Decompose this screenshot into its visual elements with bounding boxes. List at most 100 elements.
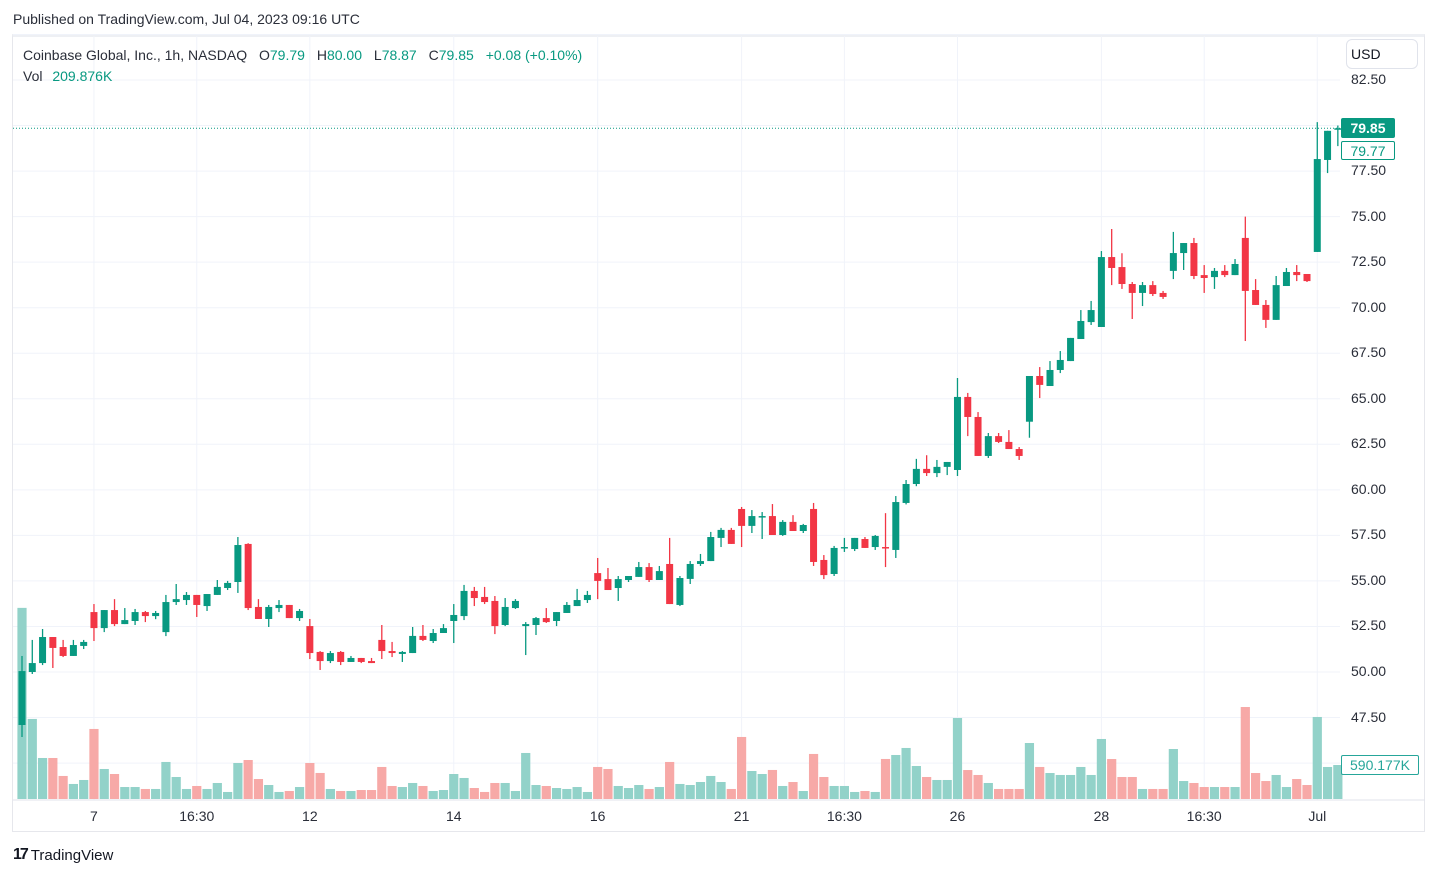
candle (748, 510, 756, 534)
candle (1180, 243, 1188, 270)
volume-bar (58, 775, 68, 799)
candle (69, 639, 77, 656)
volume-label[interactable]: Vol (23, 68, 43, 84)
candle (439, 624, 447, 634)
candle (1231, 259, 1239, 276)
candle-body (141, 612, 149, 617)
volume-bar (726, 788, 736, 799)
candle-body (655, 571, 663, 581)
candle-body (1025, 375, 1033, 422)
price-tick-label: 62.50 (1351, 435, 1387, 452)
volume-bar (500, 782, 510, 799)
time-tick-label: 21 (733, 808, 750, 824)
candle (121, 608, 129, 625)
volume-bar (438, 790, 449, 799)
volume-bar (48, 757, 58, 799)
tradingview-logo[interactable]: 17 TradingView (13, 846, 113, 864)
volume-bar (161, 761, 171, 799)
candle-body (573, 600, 581, 607)
candle-body (1282, 271, 1290, 287)
candle-body (1139, 285, 1147, 293)
candle-body (111, 610, 119, 625)
candle (285, 604, 293, 619)
volume-bar (551, 787, 562, 799)
volume-bar (767, 769, 778, 799)
volume-bar (1127, 776, 1137, 799)
price-tick-label: 67.50 (1351, 344, 1387, 361)
candle-body (1262, 304, 1270, 320)
price-tick-label: 70.00 (1351, 298, 1387, 315)
volume-bar (716, 782, 726, 799)
volume-bar (315, 772, 325, 799)
candle (1169, 231, 1177, 280)
candle-body (1221, 270, 1229, 276)
volume-bar (1055, 774, 1065, 799)
volume-bar (654, 787, 664, 799)
volume-bar (634, 785, 644, 799)
symbol-title[interactable]: Coinbase Global, Inc., 1h, NASDAQ (23, 47, 248, 63)
candle-body (974, 416, 982, 456)
candle-body (378, 639, 386, 652)
volume-bar (778, 785, 788, 799)
volume-bar (151, 788, 161, 799)
candle (573, 588, 581, 607)
candle (460, 584, 468, 621)
candle (625, 575, 633, 583)
time-tick-label: Jul (1308, 808, 1327, 824)
candle-body (810, 508, 818, 562)
close-label: C (428, 47, 439, 63)
volume-bar (983, 782, 993, 799)
price-tick-label: 60.00 (1351, 480, 1387, 497)
candle-body (923, 468, 931, 474)
currency-button[interactable]: USD (1346, 39, 1418, 69)
candle-body (59, 647, 67, 656)
candle (594, 557, 602, 600)
candle (1077, 310, 1085, 340)
volume-bar (1271, 774, 1281, 799)
candle (491, 596, 499, 635)
candle-body (1334, 128, 1342, 130)
candle-body (39, 637, 47, 664)
candle (861, 537, 869, 548)
candle-body (542, 618, 550, 623)
candle (1324, 130, 1332, 174)
candle-body (409, 635, 417, 654)
candle-body (676, 577, 684, 605)
candle-body (203, 594, 211, 607)
candle (131, 608, 139, 625)
candle (275, 600, 283, 613)
candle-body (553, 612, 561, 621)
volume-bar (1179, 781, 1189, 799)
candle (388, 641, 396, 658)
candle (542, 608, 550, 623)
candle (532, 616, 540, 636)
volume-bar (1065, 774, 1076, 799)
candle-body (1169, 253, 1177, 271)
candle-body (563, 604, 571, 613)
candle (933, 459, 941, 478)
candle-body (614, 579, 622, 589)
candle-body (933, 466, 941, 474)
candle (614, 575, 622, 601)
time-tick-label: 16 (589, 808, 606, 824)
candle-body (501, 606, 509, 625)
volume-bar (418, 785, 428, 799)
volume-bar (192, 785, 202, 799)
candle-body (583, 594, 591, 601)
time-tick-label: 12 (302, 808, 318, 824)
candle-body (1118, 267, 1126, 285)
candle (820, 555, 828, 580)
volume-bar (1137, 788, 1148, 799)
volume-bar (284, 790, 294, 799)
volume-bar (397, 787, 407, 799)
candle (511, 599, 519, 609)
candle-body (707, 537, 715, 562)
candle (1262, 300, 1270, 328)
candle (1210, 267, 1218, 289)
volume-bar (1281, 787, 1292, 799)
candle-body (1128, 284, 1136, 293)
volume-bar (870, 791, 880, 799)
volume-bars (17, 607, 1343, 799)
candle (686, 561, 694, 585)
